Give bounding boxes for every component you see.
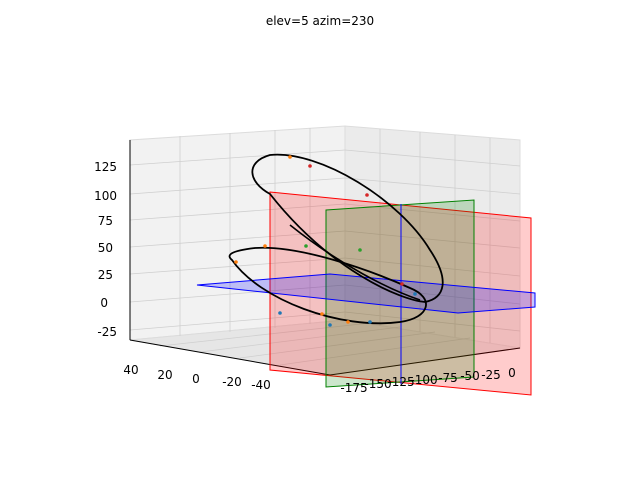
marker-point [320, 312, 324, 316]
x-tick-label: -75 [438, 371, 458, 385]
z-axis-ticks: 125 100 75 50 25 0 -25 [94, 160, 117, 339]
x-tick-label: -125 [387, 375, 414, 389]
x-axis-ticks: -175 -150 -125 -100 -75 -50 -25 0 [340, 366, 515, 395]
x-tick-label: -50 [460, 369, 480, 383]
marker-point [368, 320, 372, 324]
x-tick-label: -150 [364, 377, 391, 391]
marker-point [346, 320, 350, 324]
z-tick-label: 75 [98, 214, 113, 228]
marker-point [328, 323, 332, 327]
marker-point [413, 292, 417, 296]
marker-point [288, 155, 292, 159]
y-axis-ticks: 40 20 0 -20 -40 [123, 363, 270, 392]
y-tick-label: 0 [192, 372, 200, 386]
trajectory-loop-lower [228, 246, 427, 325]
axis-lines [129, 140, 521, 376]
x-tick-label: -25 [481, 368, 501, 382]
y-tick-label: 20 [157, 368, 172, 382]
marker-point [304, 244, 308, 248]
y-tick-label: -40 [251, 378, 271, 392]
marker-point [278, 311, 282, 315]
z-tick-label: 50 [98, 241, 113, 255]
y-tick-label: 40 [123, 363, 138, 377]
marker-point [400, 282, 404, 286]
x-tick-label: -175 [340, 381, 367, 395]
z-tick-label: 0 [100, 296, 108, 310]
trajectory-loop-upper [251, 153, 444, 303]
y-tick-label: -20 [222, 375, 242, 389]
marker-point [358, 248, 362, 252]
z-tick-label: 25 [98, 268, 113, 282]
z-tick-label: 125 [94, 160, 117, 174]
marker-point [365, 193, 369, 197]
marker-point [308, 164, 312, 168]
z-tick-label: 100 [94, 189, 117, 203]
trajectory-cross-segment [289, 224, 421, 301]
x-tick-label: 0 [508, 366, 516, 380]
z-tick-label: -25 [97, 325, 117, 339]
marker-point [234, 260, 238, 264]
trajectory-markers [234, 155, 417, 327]
blue-plane [196, 273, 536, 314]
chart-title: elev=5 azim=230 [266, 14, 374, 28]
x-tick-label: -100 [410, 373, 437, 387]
marker-point [263, 244, 267, 248]
green-plane [325, 199, 475, 388]
